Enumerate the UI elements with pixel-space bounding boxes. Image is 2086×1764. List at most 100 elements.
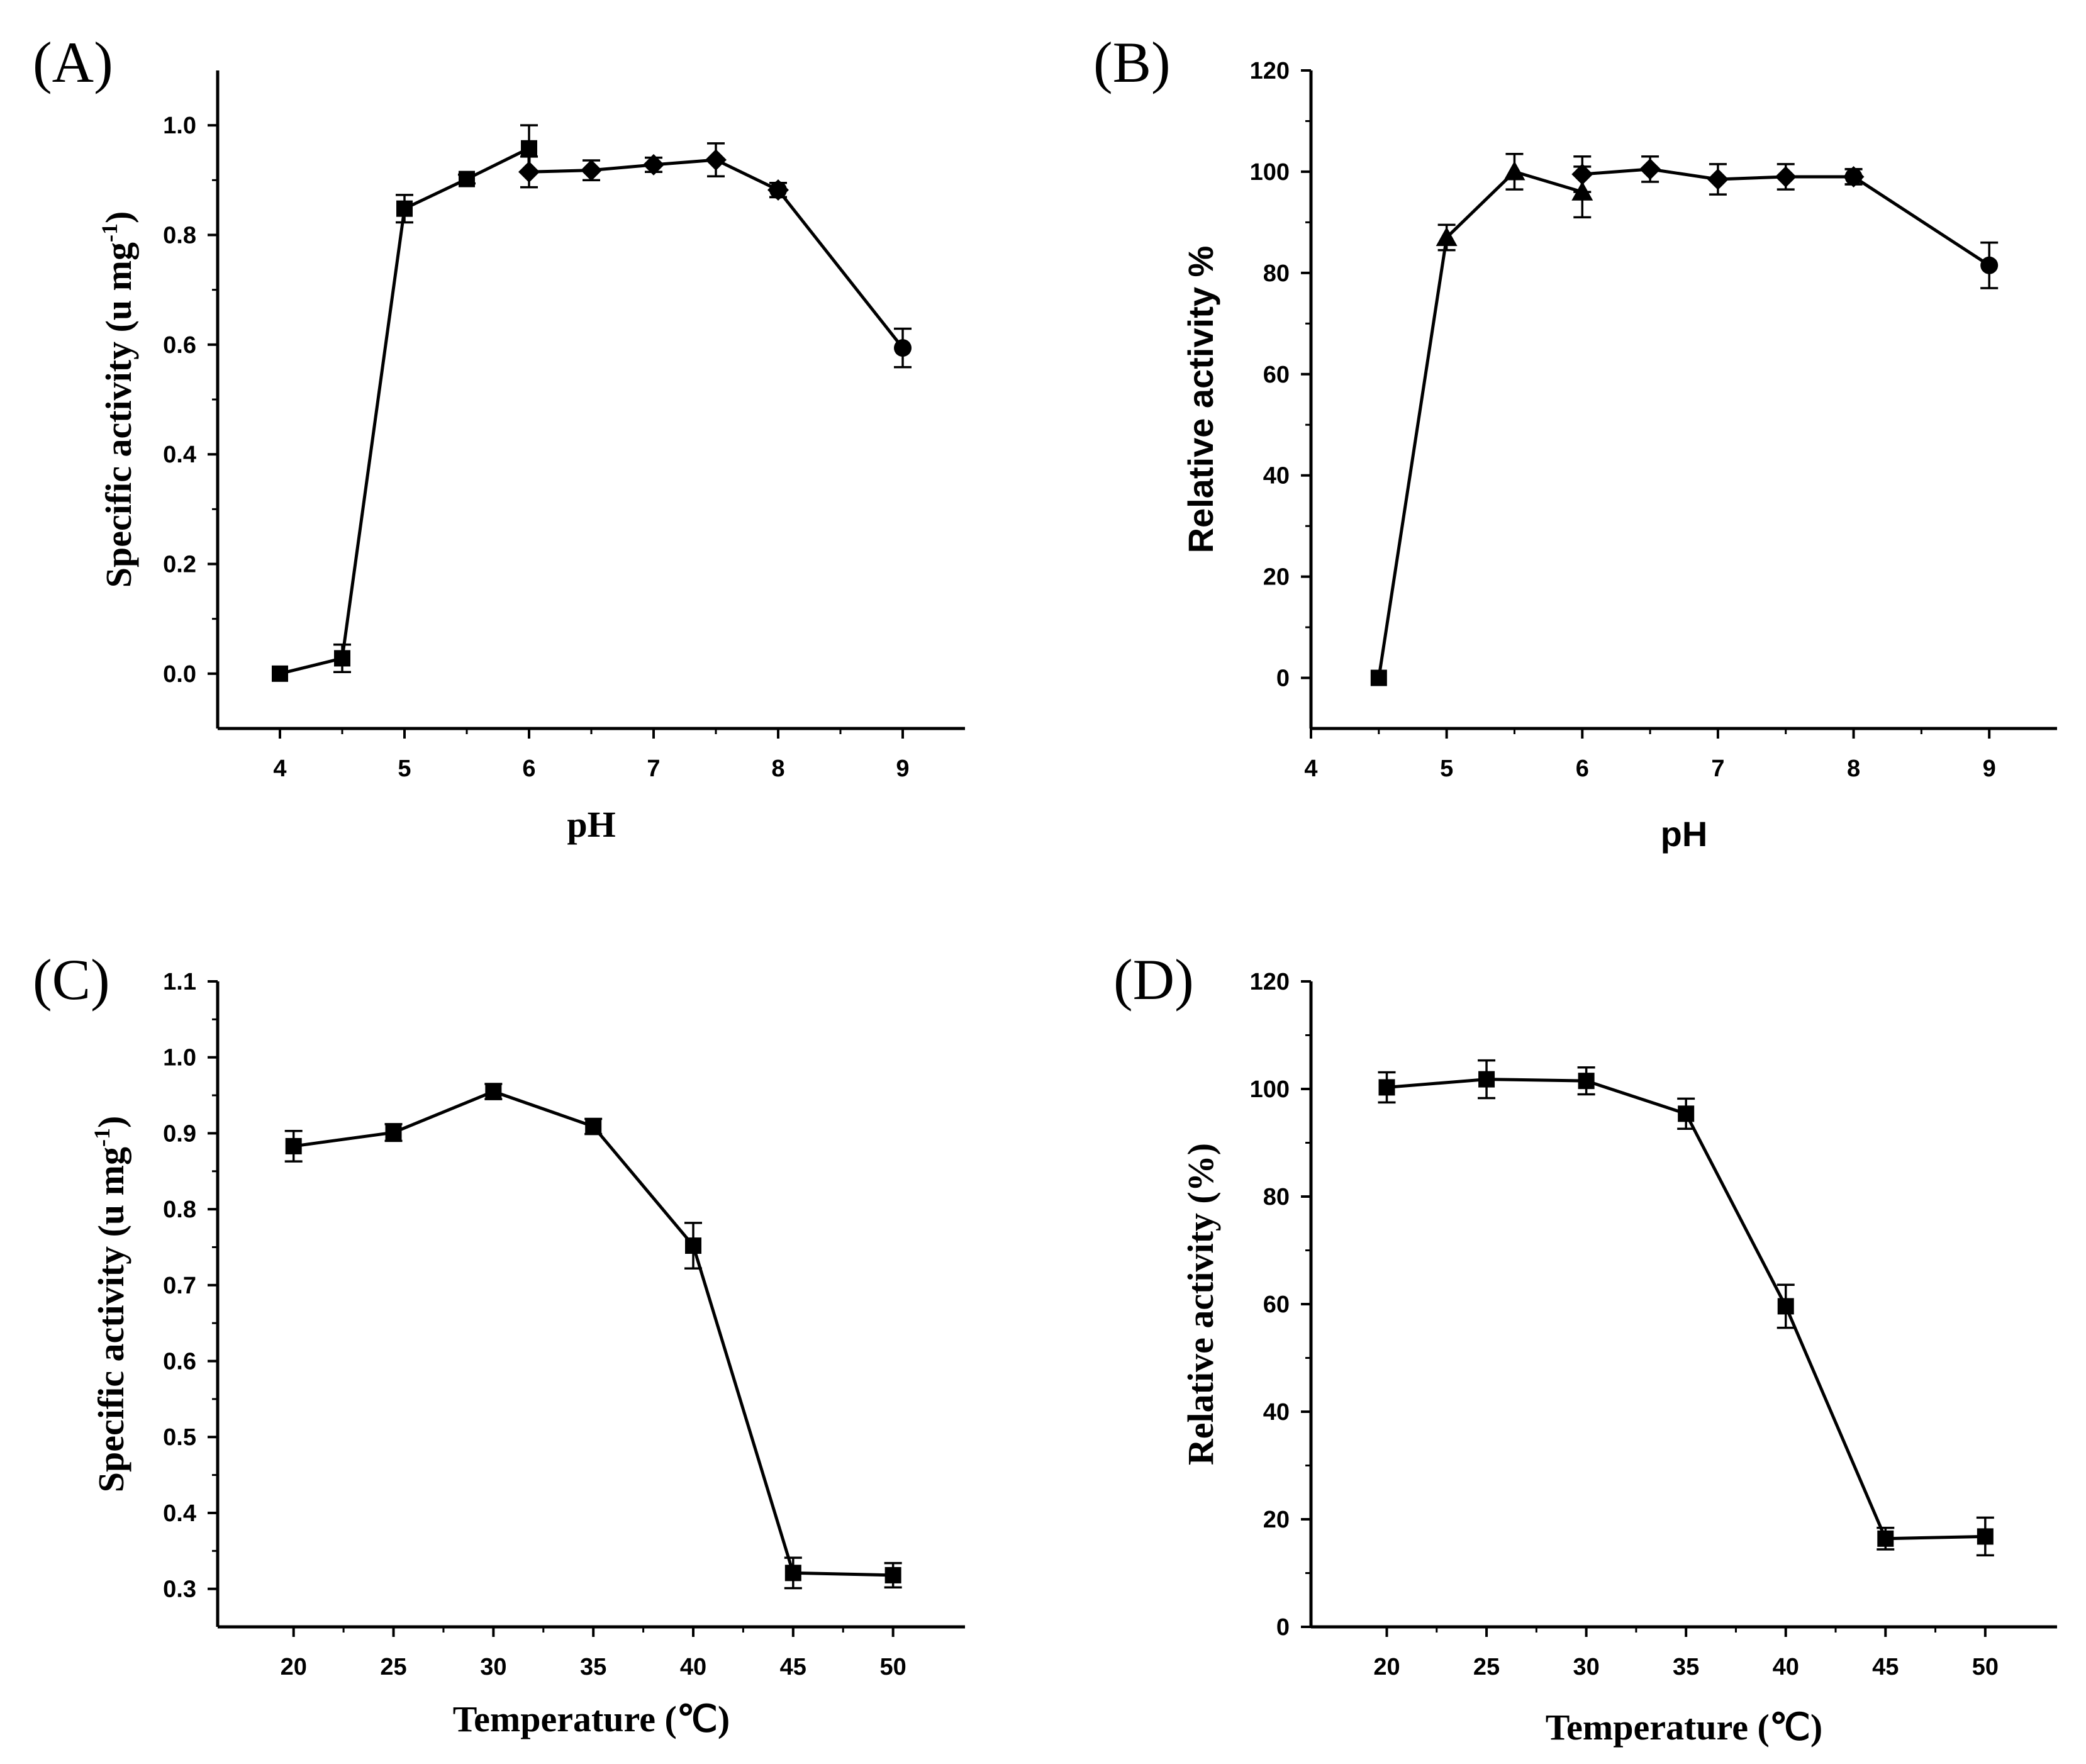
y-tick-label: 0.3 [163,1577,196,1603]
axes: 0 20 40 60 80 100 120 4 5 6 7 8 9 [1250,58,2057,782]
x-tick-label: 20 [281,1654,307,1680]
data-point [705,149,727,171]
y-tick-label: 0.6 [163,332,196,359]
x-tick-label: 30 [480,1654,506,1680]
y-axis-title: Specific activity (u mg-1) [89,1116,131,1493]
panel-c: (C) 0.3 0.4 0.5 0.6 0.7 0.8 0.9 1.0 1.1 20 25 30 35 40… [33,947,965,1739]
series-line [1377,167,1990,678]
x-tick-label: 4 [273,756,286,782]
data-point [1707,168,1729,190]
x-tick-label: 4 [1304,756,1317,782]
data-point [1877,1530,1894,1547]
series-line [293,1090,893,1577]
data-point [485,1083,502,1100]
x-axis-title: pH [567,804,615,845]
axes: 0.3 0.4 0.5 0.6 0.7 0.8 0.9 1.0 1.1 20 25 30 35 40 45 5… [163,969,965,1680]
y-tick-label: 0.8 [163,1197,196,1223]
series-line [279,147,904,676]
data-point [1775,165,1797,187]
data-point [884,1566,901,1583]
y-tick-label: 0 [1276,1614,1290,1641]
x-tick-label: 8 [771,756,784,782]
y-tick-label: 40 [1263,1399,1290,1426]
data-series [1370,153,1999,686]
x-tick-label: 25 [380,1654,406,1680]
y-tick-label: 0.5 [163,1424,196,1451]
y-tick-label: 0.7 [163,1273,196,1299]
panel-a: (A) 0.0 0.2 0.4 0.6 0.8 1.0 4 5 6 7 8 9 pH Specific ac… [33,30,965,845]
y-axis-title-main: Relative activity % [1181,246,1220,554]
x-tick-label: 9 [896,756,909,782]
data-point [396,200,413,217]
y-tick-label: 60 [1263,362,1290,388]
data-point [285,1137,302,1154]
y-tick-label: 80 [1263,260,1290,287]
x-tick-label: 5 [1440,756,1453,782]
x-tick-label: 40 [1773,1654,1799,1680]
y-axis-title-superscript: -1 [89,1128,114,1147]
data-point [385,1124,402,1141]
y-tick-label: 0.8 [163,223,196,249]
data-point [1578,1073,1595,1090]
y-tick-label: 1.0 [163,1045,196,1071]
panel-label: (A) [33,30,113,94]
y-axis-title: Relative activity (%) [1180,1143,1221,1465]
data-point [643,154,664,176]
data-point [769,181,787,199]
y-axis-title-main: Relative activity (%) [1180,1143,1221,1465]
data-point [1980,256,1999,274]
data-point [1436,226,1458,247]
y-tick-label: 0.2 [163,552,196,578]
y-tick-label: 1.1 [163,969,196,995]
data-point [521,140,537,157]
y-axis-title: Relative activity % [1181,246,1220,554]
data-point [1678,1105,1695,1122]
x-tick-label: 5 [398,756,411,782]
x-tick-label: 7 [1711,756,1724,782]
data-point [685,1237,701,1254]
y-axis-title-end: ) [98,211,139,223]
data-series [272,124,912,682]
panel-d: (D) 0 20 40 60 80 100 120 20 25 30 35 40 45 50 Temperat… [1113,947,2057,1748]
x-axis-title: Temperature (℃) [1546,1707,1822,1748]
axes: 0 20 40 60 80 100 120 20 25 30 35 40 45 50 [1250,969,2057,1680]
y-tick-label: 20 [1263,1507,1290,1533]
y-tick-label: 0.4 [163,1500,196,1527]
y-axis-title-superscript: -1 [97,223,122,242]
y-tick-label: 0.0 [163,661,196,688]
data-point [1639,158,1661,180]
x-tick-label: 35 [1673,1654,1699,1680]
x-tick-label: 20 [1373,1654,1400,1680]
y-tick-label: 100 [1250,1076,1290,1103]
x-tick-label: 40 [680,1654,706,1680]
axes: 0.0 0.2 0.4 0.6 0.8 1.0 4 5 6 7 8 9 [163,70,965,782]
data-point [1370,669,1387,686]
y-tick-label: 0.4 [163,442,196,468]
series-line [1386,1078,1985,1541]
data-point [581,159,602,181]
x-tick-label: 30 [1573,1654,1599,1680]
x-axis-title: Temperature (℃) [453,1699,730,1739]
data-point [1777,1298,1794,1315]
data-point [334,650,350,667]
y-tick-label: 0 [1276,666,1290,692]
data-point [784,1565,801,1582]
panel-label: (B) [1093,30,1171,94]
y-tick-label: 0.9 [163,1120,196,1147]
data-point [894,339,912,357]
y-tick-label: 100 [1250,159,1290,186]
x-tick-label: 45 [1872,1654,1899,1680]
y-axis-title: Specific activity (u mg-1) [97,211,139,588]
data-point [1844,167,1863,186]
data-series [284,1083,902,1590]
x-axis-title: pH [1661,814,1708,854]
x-tick-label: 6 [522,756,535,782]
data-point [1503,160,1525,181]
x-tick-label: 6 [1576,756,1589,782]
y-tick-label: 20 [1263,564,1290,591]
data-point [272,665,288,682]
y-tick-label: 60 [1263,1292,1290,1318]
y-axis-title-main: Specific activity (u mg [98,242,139,588]
x-tick-label: 50 [880,1654,906,1680]
